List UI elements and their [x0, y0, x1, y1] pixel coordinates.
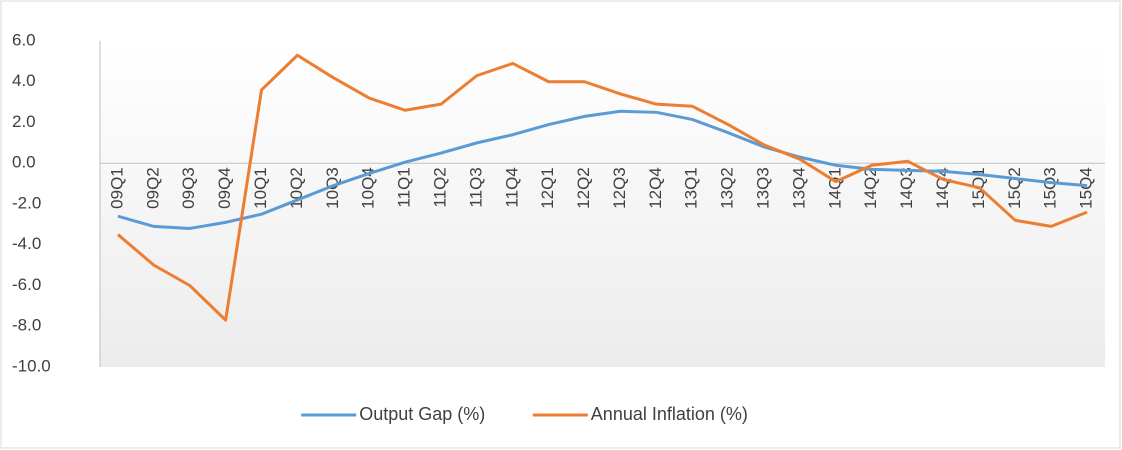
x-tick-label: 14Q4	[933, 167, 952, 209]
x-tick-label: 15Q4	[1077, 167, 1096, 209]
y-tick-label: -10.0	[12, 356, 51, 375]
x-tick-label: 11Q3	[466, 167, 485, 207]
y-tick-label: 4.0	[12, 71, 36, 90]
series-line	[116, 53, 1088, 322]
y-tick-label: 6.0	[12, 30, 36, 49]
x-tick-label: 13Q1	[682, 167, 701, 209]
y-tick-label: -4.0	[12, 234, 41, 253]
plot-area	[100, 41, 1105, 367]
x-tick-label: 11Q4	[502, 167, 521, 207]
x-tick-label: 10Q3	[323, 167, 342, 209]
x-tick-label: 09Q1	[107, 167, 126, 209]
x-tick-label: 14Q3	[897, 167, 916, 209]
x-tick-label: 12Q2	[574, 167, 593, 209]
x-tick-label: 14Q2	[861, 167, 880, 209]
x-tick-label: 15Q2	[1005, 167, 1024, 209]
x-tick-label: 14Q1	[825, 167, 844, 209]
y-tick-label: -8.0	[12, 316, 41, 335]
x-tick-label: 11Q2	[430, 167, 449, 207]
y-tick-label: 0.0	[12, 153, 36, 172]
x-tick-label: 09Q2	[143, 167, 162, 209]
x-tick-label: 15Q3	[1041, 167, 1060, 209]
y-tick-label: -6.0	[12, 275, 41, 294]
x-tick-label: 13Q4	[789, 167, 808, 209]
legend-label: Output Gap (%)	[359, 404, 485, 424]
x-tick-label: 12Q4	[646, 167, 665, 209]
x-tick-label: 13Q3	[754, 167, 773, 209]
legend-label: Annual Inflation (%)	[591, 404, 748, 424]
x-tick-label: 12Q3	[610, 167, 629, 209]
x-tick-label: 13Q2	[718, 167, 737, 209]
y-tick-label: -2.0	[12, 193, 41, 212]
x-tick-label: 11Q1	[395, 167, 414, 207]
x-tick-label: 10Q4	[359, 167, 378, 209]
y-tick-label: 2.0	[12, 112, 36, 131]
x-tick-label: 09Q3	[179, 167, 198, 209]
x-tick-label: 10Q1	[251, 167, 270, 209]
x-tick-label: 12Q1	[538, 167, 557, 209]
x-tick-label: 09Q4	[215, 167, 234, 209]
